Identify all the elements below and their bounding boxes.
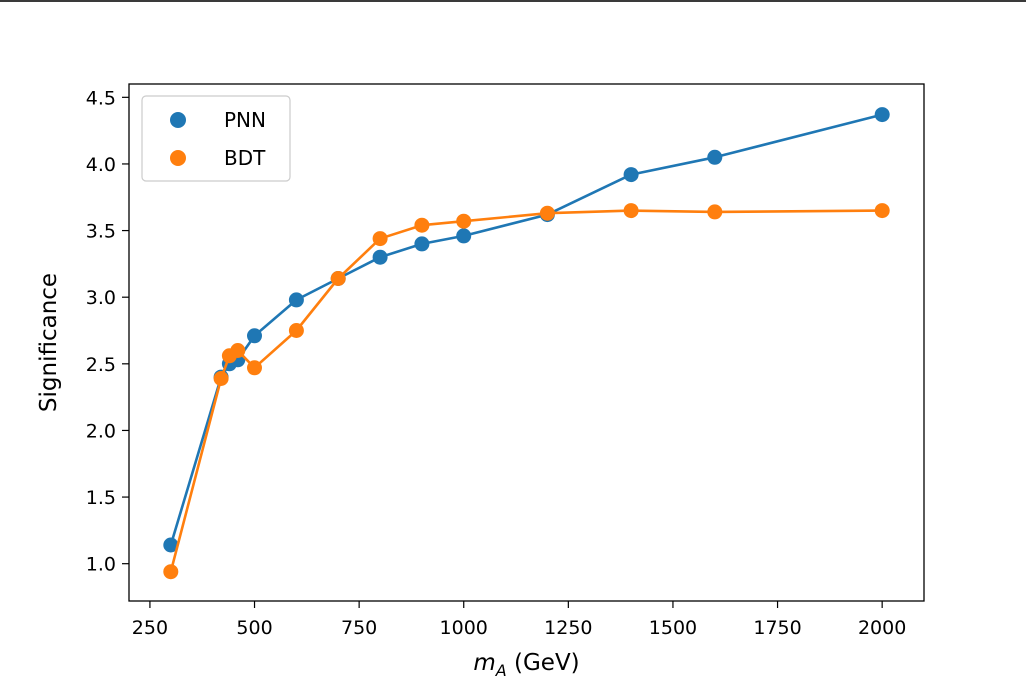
data-point-pnn <box>288 292 304 308</box>
legend-box <box>141 95 291 182</box>
data-point-bdt <box>623 203 639 219</box>
data-point-pnn <box>874 107 890 123</box>
y-tick-label: 3.5 <box>86 221 116 243</box>
series-layer <box>163 107 890 580</box>
series-line-bdt <box>169 209 883 573</box>
data-point-bdt <box>163 564 179 580</box>
x-tick-label: 250 <box>132 617 168 639</box>
y-tick-label: 4.0 <box>86 154 116 176</box>
legend: PNN BDT <box>141 95 291 182</box>
x-tick-label: 1750 <box>753 617 801 639</box>
data-point-pnn <box>707 149 723 165</box>
data-point-bdt <box>330 271 346 286</box>
legend-marker-bdt <box>170 150 186 166</box>
x-tick-label: 1000 <box>440 617 488 639</box>
x-tick-label: 500 <box>236 617 272 639</box>
y-tick-label: 4.5 <box>86 87 116 109</box>
data-point-bdt <box>230 343 246 358</box>
x-axis-title-subscript: A <box>495 661 507 680</box>
data-point-pnn <box>247 328 262 344</box>
data-point-bdt <box>414 217 430 233</box>
x-axis-title-symbol: m <box>473 650 495 676</box>
data-point-bdt <box>372 231 388 247</box>
data-point-bdt <box>874 203 890 219</box>
y-tick-label: 1.5 <box>86 487 116 509</box>
data-point-pnn <box>372 249 388 265</box>
legend-marker-pnn <box>170 112 186 128</box>
x-tick-label: 2000 <box>858 617 906 639</box>
y-tick-label: 1.0 <box>86 554 116 576</box>
y-tick-label: 3.0 <box>86 287 116 309</box>
y-axis: 1.0 1.5 2.0 2.5 3.0 3.5 4.0 4.5 <box>86 87 129 576</box>
data-point-bdt <box>707 204 723 220</box>
data-point-pnn <box>456 228 472 244</box>
x-tick-label: 1250 <box>544 617 592 639</box>
data-point-bdt <box>539 205 555 221</box>
plot-frame <box>128 83 925 602</box>
y-axis-title: Significance <box>36 273 62 412</box>
y-tick-label: 2.5 <box>86 354 116 376</box>
y-tick-label: 2.0 <box>86 420 116 442</box>
x-axis-title: mA (GeV) <box>473 650 579 680</box>
data-point-bdt <box>288 323 304 338</box>
data-point-pnn <box>623 167 639 183</box>
data-point-bdt <box>213 371 229 386</box>
x-tick-label: 750 <box>341 617 377 639</box>
x-tick-label: 1500 <box>649 617 697 639</box>
legend-label-pnn: PNN <box>224 108 266 132</box>
x-axis-title-unit: (GeV) <box>507 650 580 676</box>
window-top-border <box>0 0 1026 2</box>
x-axis: 250 500 750 1000 1250 1500 1750 2000 <box>132 601 906 639</box>
data-point-pnn <box>414 236 430 252</box>
data-point-bdt <box>247 360 262 376</box>
data-point-pnn <box>163 537 179 553</box>
data-point-bdt <box>456 213 472 229</box>
legend-label-bdt: BDT <box>224 146 266 170</box>
